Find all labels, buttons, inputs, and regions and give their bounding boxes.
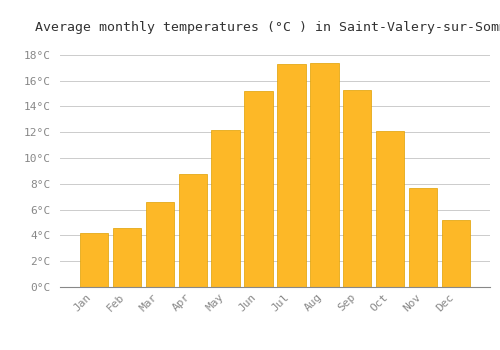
Bar (244, 91, 272, 287)
Bar (278, 64, 305, 287)
Bar (112, 228, 140, 287)
Bar (178, 174, 206, 287)
Bar (146, 202, 174, 287)
Bar (410, 188, 438, 287)
Bar (212, 130, 240, 287)
Bar (442, 220, 470, 287)
Bar (376, 131, 404, 287)
Bar (80, 233, 108, 287)
Title: Average monthly temperatures (°C ) in Saint-Valery-sur-Somme: Average monthly temperatures (°C ) in Sa… (35, 21, 500, 34)
Bar (344, 90, 371, 287)
Bar (310, 63, 338, 287)
